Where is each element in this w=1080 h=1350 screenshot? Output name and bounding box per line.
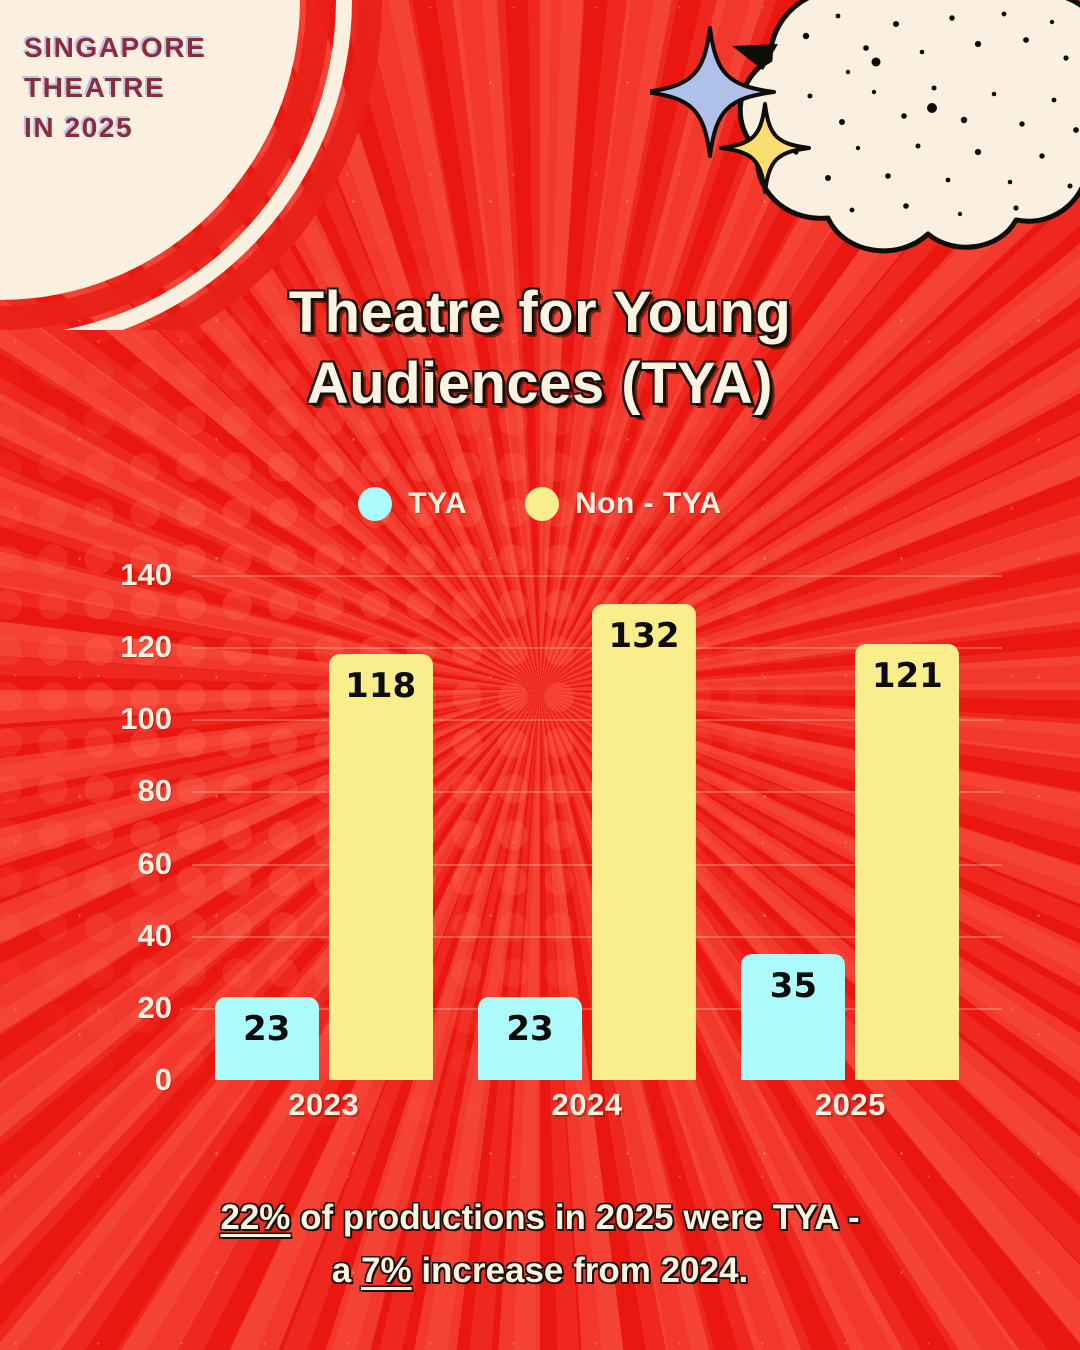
legend-swatch-icon [525, 487, 559, 521]
caption-line-2: a 7% increase from 2024. [0, 1245, 1080, 1298]
caption-line-1: 22% of productions in 2025 were TYA - [0, 1192, 1080, 1245]
bar-2025-tya[interactable]: 35 [741, 953, 846, 1080]
brand-line-1: SINGAPORE [24, 32, 207, 63]
legend-item-tya[interactable]: TYA [358, 487, 467, 521]
y-axis: 140 120 100 80 60 40 20 0 [0, 555, 186, 1097]
x-axis-tick-label: 2023 [288, 1087, 360, 1122]
chart-legend: TYA Non - TYA [0, 487, 1080, 521]
y-axis-tick-label: 60 [137, 845, 172, 881]
bar-2024-tya[interactable]: 23 [478, 997, 582, 1080]
y-axis-tick-label: 100 [120, 701, 172, 737]
caption-line-1-text: of productions in 2025 were TYA - [290, 1198, 860, 1237]
bar-2023-tya[interactable]: 23 [214, 997, 319, 1080]
caption-stat-2: 7% [361, 1250, 412, 1290]
y-axis-tick-label: 0 [154, 1062, 172, 1097]
page-title-line-1: Theatre for Young [288, 280, 792, 345]
bar-value-label: 118 [345, 666, 417, 707]
page-title-line-2: Audiences (TYA) [306, 350, 774, 416]
legend-swatch-icon [358, 487, 393, 521]
bar-value-label: 35 [769, 965, 817, 1006]
bar-value-label: 132 [608, 615, 680, 656]
bar-chart: 140 120 100 80 60 40 20 0 23 118 2023 23 132 2024 35 1… [0, 555, 1080, 1135]
caption-stat-1: 22% [220, 1198, 291, 1237]
caption-line-2-text: increase from 2024. [411, 1250, 749, 1290]
y-axis-tick-label: 40 [137, 917, 172, 953]
caption-line-2-pre: a [331, 1250, 361, 1290]
brand-line-3: IN 2025 [24, 111, 134, 143]
legend-label: TYA [408, 487, 467, 520]
y-axis-tick-label: 20 [137, 989, 172, 1025]
bar-2023-non-tya[interactable]: 118 [328, 654, 433, 1080]
x-axis-tick-label: 2024 [551, 1087, 623, 1122]
y-axis-tick-label: 80 [137, 773, 172, 809]
brand-lockup: SINGAPORE THEATRE IN 2025 [24, 28, 264, 147]
x-axis-tick-label: 2025 [814, 1087, 886, 1122]
gridline [192, 575, 1002, 577]
sparkle-blue-icon [644, 26, 776, 158]
y-axis-tick-label: 140 [120, 557, 172, 592]
bar-value-label: 121 [871, 655, 943, 696]
corner-arc-decoration [0, 0, 420, 382]
sparkle-yellow-icon [719, 102, 811, 194]
page-title: Theatre for Young Audiences (TYA) [0, 278, 1080, 420]
bar-value-label: 23 [242, 1009, 291, 1050]
bar-value-label: 23 [506, 1009, 554, 1050]
footer-caption: 22% of productions in 2025 were TYA - a … [0, 1192, 1080, 1297]
plot-area: 23 118 2023 23 132 2024 35 121 2025 [192, 575, 1002, 1122]
speech-bubble-cloud [660, 0, 1080, 270]
legend-label: Non - TYA [575, 487, 722, 520]
bar-2024-non-tya[interactable]: 132 [592, 603, 696, 1080]
sparkle-decoration [644, 20, 860, 210]
legend-item-non-tya[interactable]: Non - TYA [525, 487, 722, 521]
brand-line-2: THEATRE [24, 71, 166, 103]
bar-2025-non-tya[interactable]: 121 [855, 643, 960, 1080]
y-axis-tick-label: 120 [120, 629, 172, 665]
